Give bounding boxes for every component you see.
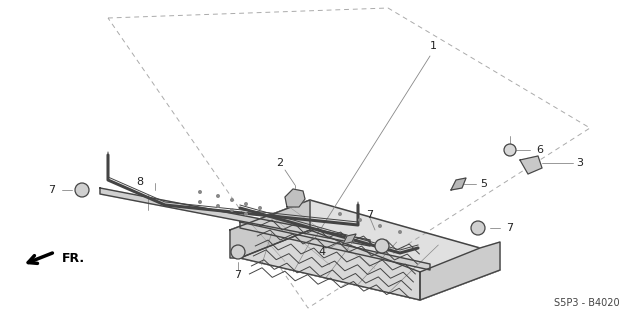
Circle shape xyxy=(230,208,234,212)
Circle shape xyxy=(231,245,245,259)
Polygon shape xyxy=(285,189,305,207)
Polygon shape xyxy=(343,234,356,244)
Circle shape xyxy=(378,224,382,228)
Text: 7: 7 xyxy=(49,185,56,195)
Polygon shape xyxy=(240,222,430,270)
Circle shape xyxy=(471,221,485,235)
Text: 8: 8 xyxy=(136,177,143,187)
Circle shape xyxy=(375,239,389,253)
Circle shape xyxy=(216,194,220,198)
Polygon shape xyxy=(100,188,370,246)
Circle shape xyxy=(244,212,248,216)
Polygon shape xyxy=(230,200,500,300)
Circle shape xyxy=(398,230,402,234)
Circle shape xyxy=(244,202,248,206)
Text: 1: 1 xyxy=(429,41,436,51)
Text: 7: 7 xyxy=(506,223,513,233)
Polygon shape xyxy=(420,242,500,300)
Circle shape xyxy=(216,204,220,208)
Text: S5P3 - B4020: S5P3 - B4020 xyxy=(554,298,620,308)
Circle shape xyxy=(230,198,234,202)
Text: 3: 3 xyxy=(577,158,584,168)
Circle shape xyxy=(338,212,342,216)
Text: 5: 5 xyxy=(481,179,488,189)
Circle shape xyxy=(75,183,89,197)
Polygon shape xyxy=(451,178,466,190)
Circle shape xyxy=(358,218,362,222)
Text: FR.: FR. xyxy=(62,252,85,265)
Polygon shape xyxy=(520,156,542,174)
Text: 2: 2 xyxy=(276,158,284,168)
Text: 4: 4 xyxy=(319,247,326,257)
Circle shape xyxy=(198,200,202,204)
Text: 7: 7 xyxy=(234,270,241,280)
Text: 6: 6 xyxy=(536,145,543,155)
Text: 7: 7 xyxy=(367,210,374,220)
Polygon shape xyxy=(230,200,310,258)
Polygon shape xyxy=(240,230,420,300)
Circle shape xyxy=(258,206,262,210)
Circle shape xyxy=(504,144,516,156)
Circle shape xyxy=(198,190,202,194)
